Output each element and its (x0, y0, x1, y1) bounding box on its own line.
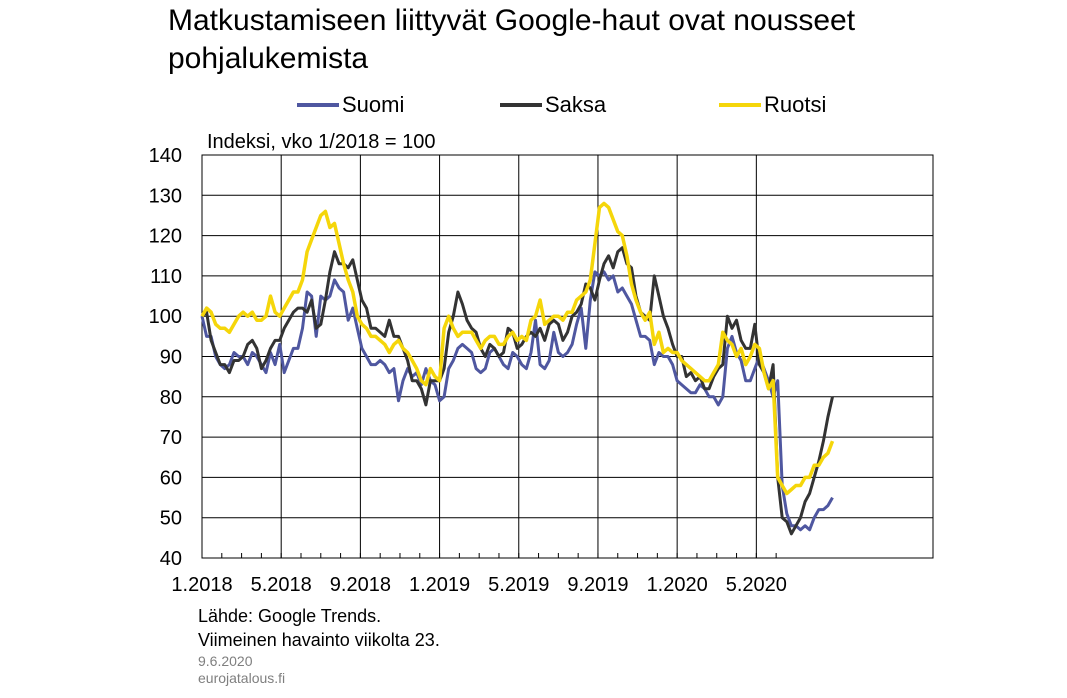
chart-legend: Suomi Saksa Ruotsi (0, 92, 1067, 122)
legend-label-ruotsi: Ruotsi (764, 92, 827, 117)
chart-source: Lähde: Google Trends. Viimeinen havainto… (198, 604, 440, 652)
y-tick-label: 130 (149, 185, 182, 207)
y-tick-label: 100 (149, 306, 182, 328)
x-tick-label: 1.2018 (171, 574, 232, 596)
legend-swatch-saksa (500, 103, 542, 107)
legend-item-saksa: Saksa (500, 92, 606, 118)
y-axis-unit-label: Indeksi, vko 1/2018 = 100 (207, 131, 436, 153)
x-tick-label: 5.2019 (488, 574, 549, 596)
series-line-suomi (200, 270, 834, 532)
x-tick-label: 5.2020 (726, 574, 787, 596)
x-tick-label: 9.2018 (330, 574, 391, 596)
legend-label-suomi: Suomi (342, 92, 405, 117)
legend-item-suomi: Suomi (297, 92, 404, 118)
x-tick-label: 1.2019 (409, 574, 470, 596)
y-tick-label: 110 (150, 266, 182, 288)
y-tick-label: 50 (160, 508, 182, 530)
y-tick-label: 60 (160, 467, 182, 489)
x-tick-label: 1.2020 (647, 574, 708, 596)
series-line-saksa (201, 246, 834, 536)
y-tick-label: 40 (160, 548, 182, 570)
y-tick-label: 120 (149, 226, 182, 248)
chart-title: Matkustamiseen liittyvät Google-haut ova… (168, 4, 856, 75)
series-line-ruotsi (200, 201, 835, 496)
source-text: Lähde: Google Trends. (198, 606, 382, 626)
y-tick-label: 140 (149, 145, 182, 167)
legend-swatch-suomi (297, 103, 339, 107)
x-tick-label: 5.2018 (251, 574, 312, 596)
legend-swatch-ruotsi (719, 103, 761, 107)
legend-item-ruotsi: Ruotsi (719, 92, 826, 118)
legend-label-saksa: Saksa (545, 92, 607, 117)
x-tick-label: 9.2019 (567, 574, 628, 596)
last-observation-note: Viimeinen havainto viikolta 23. (198, 630, 440, 650)
y-tick-label: 70 (160, 427, 182, 449)
y-tick-label: 80 (160, 387, 182, 409)
y-tick-label: 90 (160, 347, 182, 369)
publish-date: 9.6.2020 (198, 653, 253, 669)
site-name: eurojatalous.fi (198, 670, 286, 686)
